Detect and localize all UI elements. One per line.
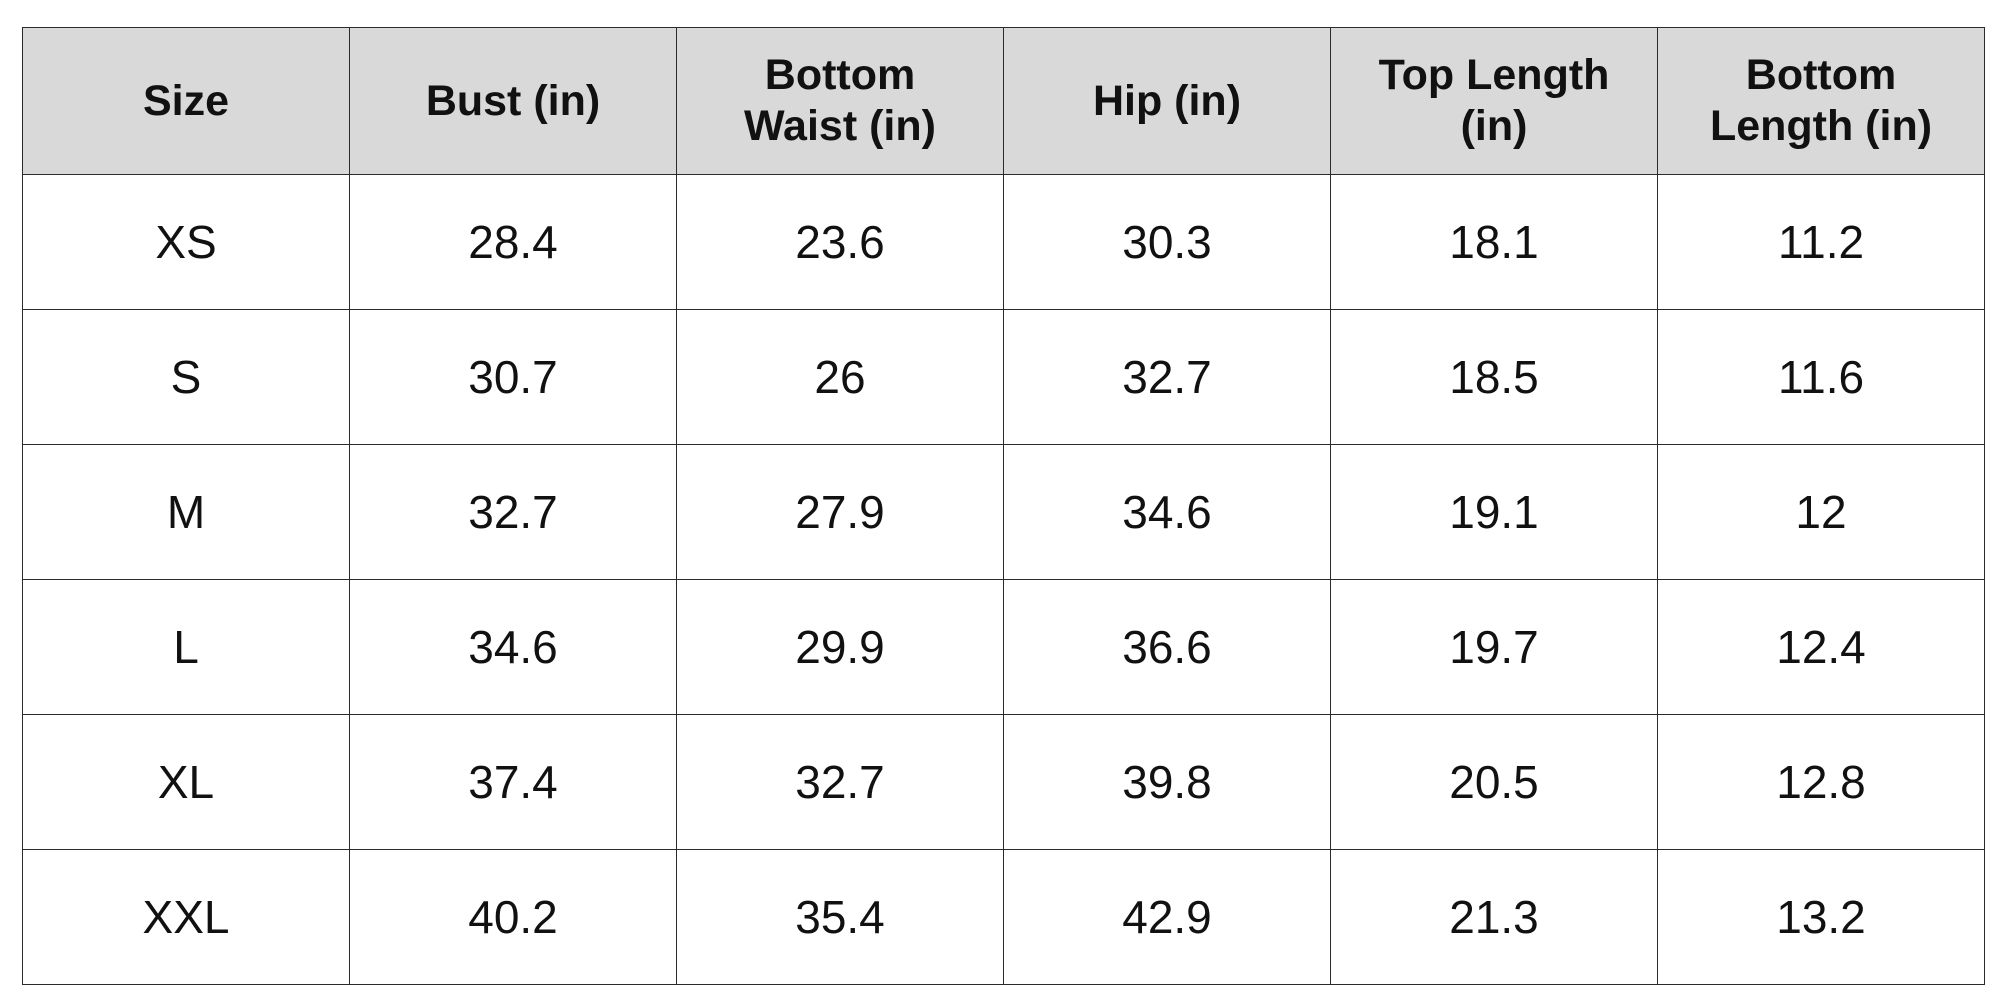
cell-bottom-length: 12.4 bbox=[1657, 579, 1985, 715]
column-header-bust: Bust (in) bbox=[349, 27, 677, 175]
cell-hip: 32.7 bbox=[1003, 309, 1331, 445]
cell-bottom-length: 11.2 bbox=[1657, 174, 1985, 310]
cell-top-length: 18.5 bbox=[1330, 309, 1658, 445]
cell-size: XL bbox=[22, 714, 350, 850]
cell-bust: 37.4 bbox=[349, 714, 677, 850]
cell-bust: 40.2 bbox=[349, 849, 677, 985]
cell-bottom-waist: 32.7 bbox=[676, 714, 1004, 850]
cell-hip: 30.3 bbox=[1003, 174, 1331, 310]
cell-hip: 34.6 bbox=[1003, 444, 1331, 580]
cell-size: S bbox=[22, 309, 350, 445]
header-row: Size Bust (in) Bottom Waist (in) Hip (in… bbox=[22, 27, 1985, 175]
cell-hip: 42.9 bbox=[1003, 849, 1331, 985]
column-header-bottom-length: Bottom Length (in) bbox=[1657, 27, 1985, 175]
table-row: L 34.6 29.9 36.6 19.7 12.4 bbox=[22, 579, 1985, 715]
cell-bust: 34.6 bbox=[349, 579, 677, 715]
size-chart-table: Size Bust (in) Bottom Waist (in) Hip (in… bbox=[22, 27, 1985, 985]
cell-top-length: 21.3 bbox=[1330, 849, 1658, 985]
cell-top-length: 19.1 bbox=[1330, 444, 1658, 580]
column-header-hip: Hip (in) bbox=[1003, 27, 1331, 175]
table-row: XL 37.4 32.7 39.8 20.5 12.8 bbox=[22, 714, 1985, 850]
table-row: S 30.7 26 32.7 18.5 11.6 bbox=[22, 309, 1985, 445]
cell-bottom-length: 12 bbox=[1657, 444, 1985, 580]
table-row: XS 28.4 23.6 30.3 18.1 11.2 bbox=[22, 174, 1985, 310]
cell-bottom-length: 12.8 bbox=[1657, 714, 1985, 850]
cell-size: XXL bbox=[22, 849, 350, 985]
table-row: XXL 40.2 35.4 42.9 21.3 13.2 bbox=[22, 849, 1985, 985]
cell-bust: 32.7 bbox=[349, 444, 677, 580]
cell-bust: 30.7 bbox=[349, 309, 677, 445]
cell-bottom-waist: 23.6 bbox=[676, 174, 1004, 310]
cell-bottom-waist: 26 bbox=[676, 309, 1004, 445]
cell-bust: 28.4 bbox=[349, 174, 677, 310]
column-header-top-length: Top Length (in) bbox=[1330, 27, 1658, 175]
table-header: Size Bust (in) Bottom Waist (in) Hip (in… bbox=[22, 27, 1985, 175]
cell-top-length: 19.7 bbox=[1330, 579, 1658, 715]
cell-size: L bbox=[22, 579, 350, 715]
column-header-bottom-waist: Bottom Waist (in) bbox=[676, 27, 1004, 175]
cell-size: XS bbox=[22, 174, 350, 310]
cell-bottom-length: 11.6 bbox=[1657, 309, 1985, 445]
column-header-size: Size bbox=[22, 27, 350, 175]
cell-bottom-waist: 29.9 bbox=[676, 579, 1004, 715]
cell-bottom-length: 13.2 bbox=[1657, 849, 1985, 985]
cell-size: M bbox=[22, 444, 350, 580]
cell-hip: 39.8 bbox=[1003, 714, 1331, 850]
cell-top-length: 20.5 bbox=[1330, 714, 1658, 850]
cell-bottom-waist: 35.4 bbox=[676, 849, 1004, 985]
cell-hip: 36.6 bbox=[1003, 579, 1331, 715]
table-body: XS 28.4 23.6 30.3 18.1 11.2 S 30.7 26 32… bbox=[22, 174, 1985, 985]
table-row: M 32.7 27.9 34.6 19.1 12 bbox=[22, 444, 1985, 580]
cell-top-length: 18.1 bbox=[1330, 174, 1658, 310]
cell-bottom-waist: 27.9 bbox=[676, 444, 1004, 580]
